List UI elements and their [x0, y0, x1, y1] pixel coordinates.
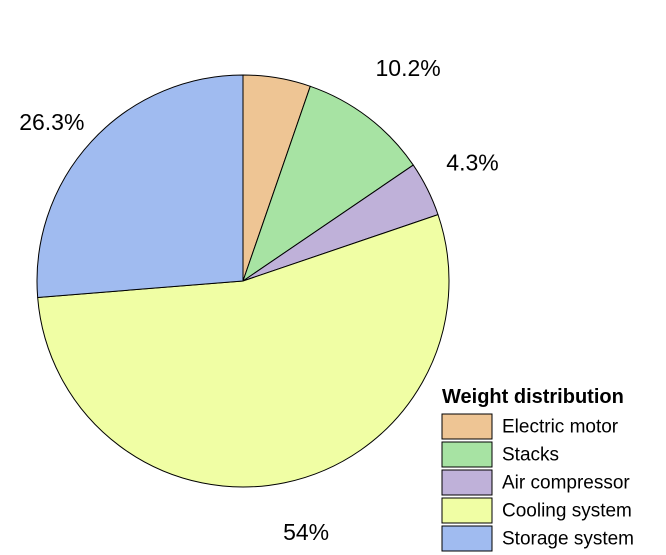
legend-swatch	[441, 441, 493, 468]
percentage-label: 10.2%	[375, 55, 440, 81]
legend-label: Air compressor	[502, 473, 630, 494]
percentage-label: 26.3%	[19, 109, 84, 135]
pie-slice-cooling-system	[37, 214, 450, 488]
legend-swatch	[441, 413, 493, 440]
pie-slice-storage-system	[36, 74, 244, 298]
percentage-label: 54%	[283, 519, 329, 545]
percentage-label: 4.3%	[446, 150, 498, 176]
legend-swatch	[441, 525, 493, 552]
legend-swatch	[441, 469, 493, 496]
legend-label: Stacks	[502, 445, 559, 466]
pie-slice-stacks	[242, 85, 414, 282]
legend-label: Electric motor	[502, 417, 619, 438]
percentage-labels: 5.3%10.2%4.3%54%26.3%	[19, 55, 499, 545]
legend-items: Electric motor Stacks Air compressor Coolin…	[441, 413, 634, 552]
pie-slices	[36, 74, 450, 488]
legend: Weight distribution Electric motor Stacks…	[441, 386, 634, 552]
legend-label: Storage system	[502, 529, 634, 550]
legend-title: Weight distribution	[442, 386, 624, 408]
legend-label: Cooling system	[502, 501, 632, 522]
legend-swatch	[441, 497, 493, 524]
